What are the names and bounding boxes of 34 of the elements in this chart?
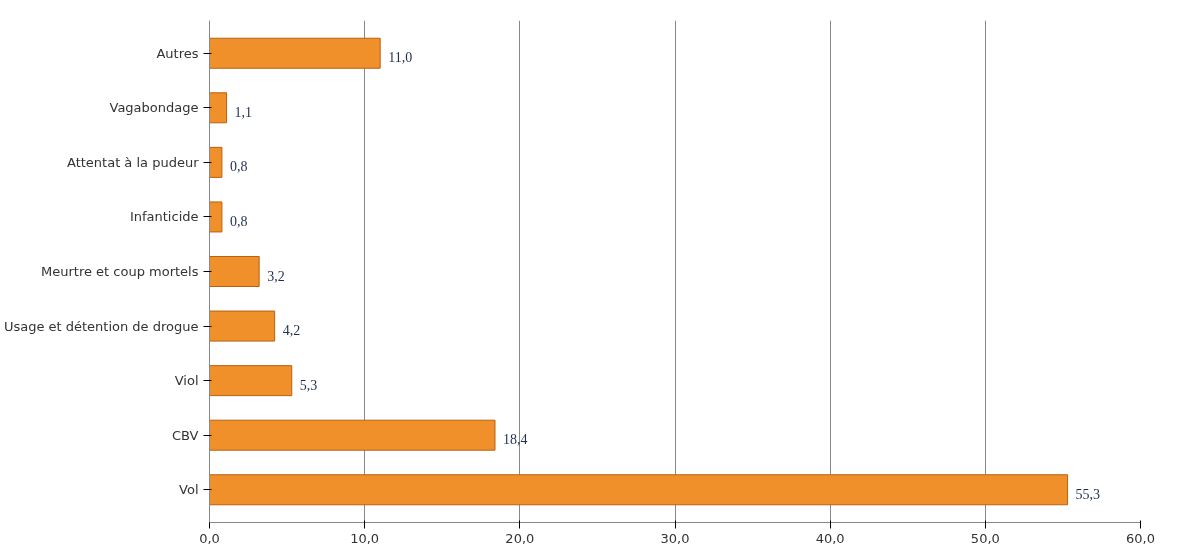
bar bbox=[209, 92, 228, 124]
x-tick-label: 30,0 bbox=[660, 530, 690, 546]
data-label: 1,1 bbox=[234, 104, 253, 120]
y-tick-label: Vagabondage bbox=[109, 100, 199, 116]
bar bbox=[209, 474, 1069, 506]
data-label: 11,0 bbox=[388, 50, 413, 66]
data-label: 0,8 bbox=[229, 159, 248, 175]
bar bbox=[209, 310, 276, 342]
x-tick-label: 10,0 bbox=[350, 530, 380, 546]
y-tick-label: Usage et détention de drogue bbox=[3, 318, 199, 334]
data-label: 18,4 bbox=[503, 432, 528, 448]
y-tick-label: CBV bbox=[172, 427, 199, 443]
y-tick-label: Autres bbox=[156, 45, 199, 61]
x-tick-label: 50,0 bbox=[970, 530, 1000, 546]
bar bbox=[209, 201, 223, 233]
bar bbox=[209, 419, 496, 451]
bar bbox=[209, 255, 260, 288]
y-tick-label: Attentat à la pudeur bbox=[66, 154, 200, 170]
y-tick-label: Viol bbox=[174, 373, 199, 389]
y-tick-label: Meurtre et coup mortels bbox=[41, 264, 199, 279]
data-label: 3,2 bbox=[267, 268, 285, 284]
data-label: 5,3 bbox=[299, 377, 318, 393]
y-tick-label: Vol bbox=[179, 482, 199, 498]
data-label: 4,2 bbox=[282, 323, 301, 339]
bar bbox=[209, 37, 381, 69]
data-label: 0,8 bbox=[229, 213, 248, 229]
x-tick-label: 40,0 bbox=[815, 530, 845, 546]
bar bbox=[209, 146, 223, 178]
data-label: 55,3 bbox=[1075, 486, 1101, 502]
y-tick-label: Infanticide bbox=[129, 209, 199, 225]
x-tick-label: 60,0 bbox=[1126, 530, 1155, 546]
bar bbox=[209, 365, 293, 397]
x-tick-label: 0,0 bbox=[199, 530, 220, 546]
x-tick-label: 20,0 bbox=[505, 530, 535, 546]
